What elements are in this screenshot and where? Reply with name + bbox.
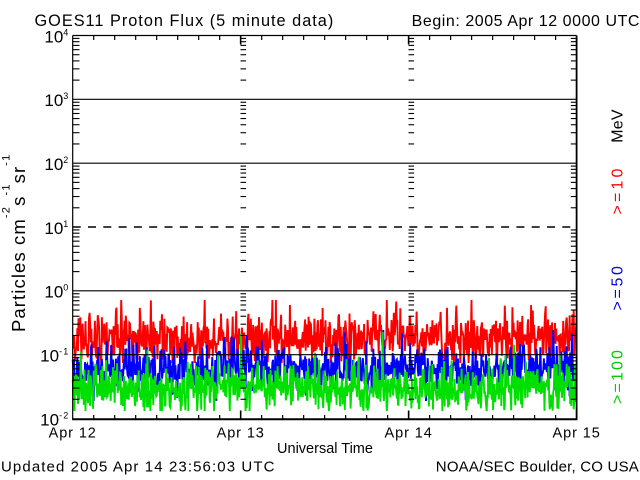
svg-text:Updated 2005 Apr 14 23:56:03 U: Updated 2005 Apr 14 23:56:03 UTC: [1, 459, 276, 476]
svg-text:104: 104: [44, 27, 69, 46]
svg-text:>=50: >=50: [610, 264, 627, 311]
svg-text:102: 102: [44, 155, 69, 174]
svg-text:Apr 13: Apr 13: [217, 426, 265, 442]
svg-text:MeV: MeV: [610, 109, 627, 143]
svg-text:Apr 15: Apr 15: [553, 426, 601, 442]
svg-text:103: 103: [44, 91, 69, 110]
svg-text:GOES11 Proton Flux (5 minute d: GOES11 Proton Flux (5 minute data): [35, 12, 335, 30]
svg-text:NOAA/SEC Boulder, CO USA: NOAA/SEC Boulder, CO USA: [436, 459, 639, 476]
svg-text:Begin: 2005 Apr 12 0000 UTC: Begin: 2005 Apr 12 0000 UTC: [412, 13, 640, 30]
svg-text:>=10: >=10: [610, 166, 627, 215]
svg-text:Apr 14: Apr 14: [385, 426, 433, 442]
svg-text:Universal Time: Universal Time: [277, 441, 373, 457]
svg-text:Apr 12: Apr 12: [49, 426, 97, 442]
svg-text:100: 100: [44, 283, 69, 302]
svg-text:>=100: >=100: [610, 348, 627, 404]
svg-text:101: 101: [44, 219, 69, 238]
